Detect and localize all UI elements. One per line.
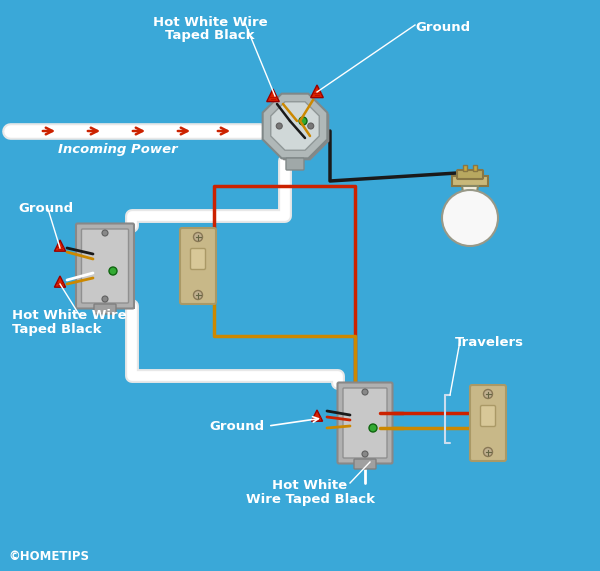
Circle shape [362, 451, 368, 457]
Circle shape [362, 389, 368, 395]
Circle shape [442, 190, 498, 246]
Text: Ground: Ground [415, 21, 470, 34]
Bar [79, 227, 134, 309]
Polygon shape [311, 85, 323, 98]
Text: ©HOMETIPS: ©HOMETIPS [8, 550, 89, 563]
FancyBboxPatch shape [457, 170, 483, 179]
Circle shape [276, 123, 282, 129]
Polygon shape [263, 94, 328, 158]
Text: Taped Black: Taped Black [165, 29, 255, 42]
Bar [341, 386, 393, 464]
FancyBboxPatch shape [76, 223, 134, 308]
Bar [463, 165, 467, 171]
Text: Ground: Ground [18, 203, 73, 215]
FancyBboxPatch shape [94, 304, 116, 314]
FancyBboxPatch shape [191, 248, 205, 270]
Text: Travelers: Travelers [455, 336, 524, 349]
Circle shape [369, 424, 377, 432]
Circle shape [484, 448, 493, 456]
Circle shape [299, 117, 307, 125]
Circle shape [109, 267, 117, 275]
FancyBboxPatch shape [354, 459, 376, 469]
Circle shape [308, 123, 314, 129]
FancyBboxPatch shape [337, 383, 392, 464]
Circle shape [193, 291, 203, 300]
Circle shape [193, 232, 203, 242]
Text: Incoming Power: Incoming Power [58, 143, 178, 156]
Text: Hot White Wire: Hot White Wire [152, 16, 268, 29]
Text: Wire Taped Black: Wire Taped Black [245, 493, 374, 506]
Bar [452, 176, 488, 186]
Text: Hot White: Hot White [272, 479, 347, 492]
Text: Ground: Ground [210, 420, 265, 432]
Polygon shape [311, 410, 323, 421]
Polygon shape [55, 276, 65, 287]
Text: Taped Black: Taped Black [12, 323, 101, 336]
Circle shape [102, 230, 108, 236]
Circle shape [102, 296, 108, 302]
Text: Hot White Wires: Hot White Wires [12, 309, 134, 322]
FancyBboxPatch shape [286, 158, 304, 170]
Polygon shape [271, 102, 319, 150]
Polygon shape [55, 240, 65, 251]
FancyBboxPatch shape [180, 228, 216, 304]
Circle shape [484, 389, 493, 399]
FancyBboxPatch shape [82, 229, 128, 303]
Bar [473, 165, 477, 171]
Polygon shape [266, 89, 280, 102]
FancyBboxPatch shape [470, 385, 506, 461]
Polygon shape [462, 186, 478, 198]
FancyBboxPatch shape [481, 405, 496, 427]
FancyBboxPatch shape [343, 388, 387, 458]
Polygon shape [265, 96, 329, 160]
